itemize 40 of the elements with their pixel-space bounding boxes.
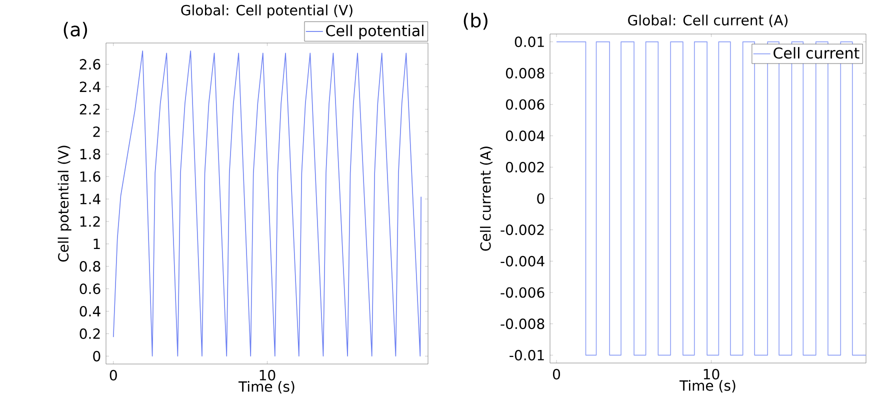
y-tick-label: -0.006 bbox=[500, 287, 544, 298]
x-tick-label: 10 bbox=[260, 370, 276, 380]
y-tick-label: -0.008 bbox=[500, 318, 544, 330]
y-axis-title: Cell potential (V) bbox=[58, 146, 72, 262]
y-tick-label: 2.2 bbox=[80, 104, 100, 114]
y-tick-label: 1.8 bbox=[80, 148, 100, 160]
y-tick-label: 0 bbox=[93, 350, 100, 362]
y-axis-title: Cell current (A) bbox=[480, 146, 492, 251]
y-tick-label: -0.004 bbox=[500, 256, 544, 266]
text: (a) bbox=[64, 22, 88, 39]
y-tick-label: 2.4 bbox=[80, 82, 100, 92]
x-tick-label: 0 bbox=[552, 368, 560, 380]
y-tick-label: 0.6 bbox=[80, 284, 100, 294]
y-tick-label: 0.006 bbox=[506, 99, 544, 110]
x-axis-title: Time (s) bbox=[238, 380, 294, 394]
x-axis-title: Time (s) bbox=[679, 380, 736, 392]
y-tick-label: 1.6 bbox=[80, 171, 100, 182]
y-tick-label: 0.8 bbox=[80, 261, 100, 272]
y-tick-label: 0.004 bbox=[506, 130, 544, 142]
chart-title: Global: Cell potential (V) bbox=[181, 4, 352, 18]
x-tick-label: 10 bbox=[704, 368, 720, 380]
y-tick-label: 0 bbox=[537, 193, 544, 204]
text: (b) bbox=[464, 12, 488, 30]
y-tick-label: 0.01 bbox=[514, 36, 544, 48]
y-tick-label: 2.6 bbox=[80, 59, 100, 70]
y-tick-label: 1 bbox=[94, 238, 100, 250]
line-series bbox=[112, 50, 422, 357]
y-tick-label: -0.002 bbox=[500, 224, 544, 236]
legend-label: Cell current bbox=[774, 47, 860, 59]
y-tick-label: -0.01 bbox=[510, 350, 544, 360]
y-tick-label: 0.2 bbox=[80, 328, 100, 339]
legend-label: Cell potential bbox=[326, 24, 424, 40]
y-tick-label: 0.008 bbox=[506, 68, 544, 78]
y-tick-label: 0.4 bbox=[80, 306, 100, 317]
y-tick-label: 0.002 bbox=[506, 162, 544, 172]
y-tick-label: 1.2 bbox=[80, 216, 100, 227]
x-tick-label: 0 bbox=[110, 370, 117, 380]
y-tick-label: 1.4 bbox=[80, 194, 100, 204]
y-tick-label: 2 bbox=[93, 126, 100, 137]
chart-title: Global: Cell current (A) bbox=[628, 14, 788, 28]
